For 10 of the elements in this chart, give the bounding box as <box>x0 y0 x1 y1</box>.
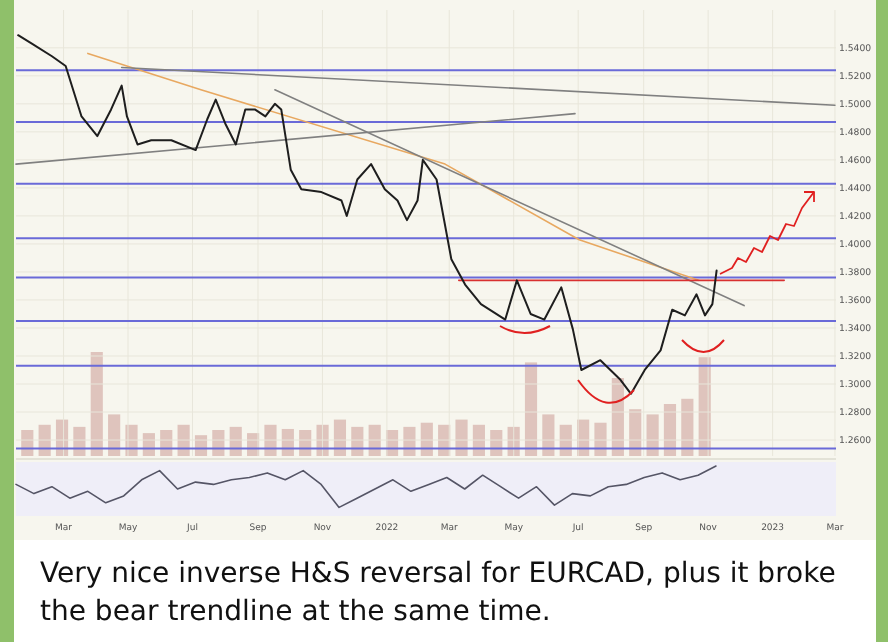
bar <box>108 414 121 456</box>
bar <box>264 424 277 456</box>
bar <box>542 414 555 456</box>
line-series <box>17 34 718 395</box>
bar <box>455 419 468 456</box>
line-series <box>87 52 700 282</box>
text: Very nice inverse H&S reversal for EURCAD, plus it broke the bear trendline at the same time. <box>40 558 836 628</box>
bar <box>594 422 607 456</box>
bar <box>646 414 659 456</box>
bar <box>403 426 416 456</box>
